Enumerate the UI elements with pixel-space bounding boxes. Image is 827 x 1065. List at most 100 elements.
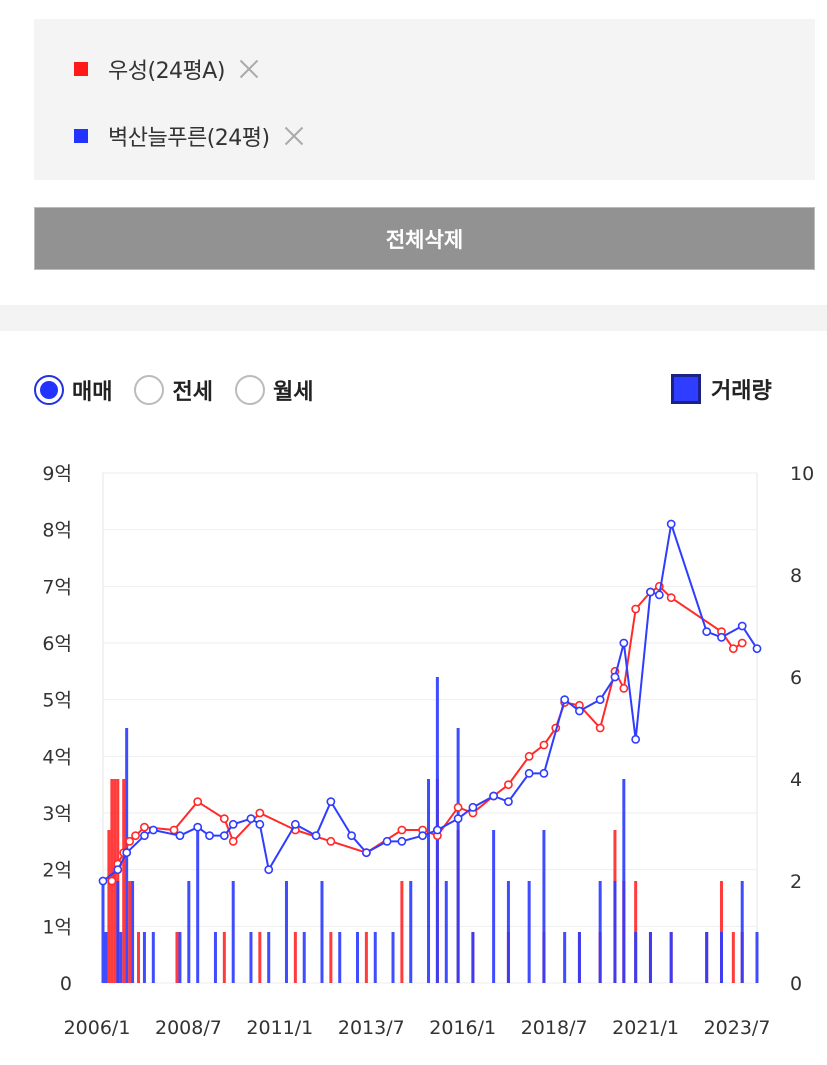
price-point [125, 836, 135, 846]
volume-bar [444, 881, 448, 983]
price-point [246, 814, 256, 824]
price-point [140, 831, 149, 841]
volume-bar [222, 932, 226, 983]
y-right-tick-label: 0 [790, 973, 802, 995]
compare-item-label: 벽산늘푸른(24평) [108, 126, 270, 151]
price-point [219, 814, 229, 824]
price-point [610, 672, 620, 682]
price-point [397, 825, 407, 835]
volume-bar [119, 932, 123, 983]
price-point [631, 734, 641, 744]
radio-selected-icon [34, 375, 64, 405]
radio-jeonse[interactable]: 전세 [134, 374, 213, 406]
radio-empty-icon [234, 375, 265, 405]
price-point [228, 819, 238, 829]
radio-label: 전세 [172, 380, 213, 405]
volume-bar [151, 932, 155, 983]
price-point [737, 638, 747, 648]
volume-bar [196, 830, 200, 983]
close-icon[interactable] [280, 122, 308, 150]
price-point [575, 706, 584, 716]
volume-bar [131, 881, 135, 983]
volume-toggle[interactable]: 거래량 [671, 373, 772, 405]
y-right-tick-label: 10 [790, 463, 814, 485]
volume-bar [740, 881, 744, 983]
radio-sale[interactable]: 매매 [34, 374, 112, 406]
price-point [489, 791, 499, 801]
compare-item-label: 우성(24평A) [108, 59, 225, 84]
volume-bar [249, 932, 253, 983]
volume-bar [613, 881, 617, 983]
volume-bar [648, 932, 652, 983]
price-point [619, 638, 629, 648]
volume-bar [178, 932, 182, 983]
price-point [113, 865, 123, 875]
x-tick-label: 2016/1 [429, 1017, 496, 1039]
volume-bar [293, 932, 297, 983]
volume-bar [506, 881, 510, 983]
volume-bar [400, 881, 404, 983]
volume-bar [598, 881, 602, 983]
radio-monthly-rent[interactable]: 월세 [234, 374, 313, 406]
price-point [361, 848, 371, 858]
price-point [255, 819, 265, 829]
price-lines [98, 519, 762, 886]
price-point [347, 831, 356, 841]
volume-bar [634, 932, 638, 983]
price-volume-chart: 0 1억 2억 3억 4억 5억 6억 7억 8억 9억 0 2 4 6 8 10 2006/1 2008/7 20… [42, 463, 814, 1039]
volume-bar [471, 932, 475, 983]
price-point [228, 836, 238, 846]
volume-bar [104, 932, 108, 983]
y-right-tick-label: 6 [790, 667, 802, 689]
compare-item-byeoksan: 벽산늘푸른(24평) [74, 119, 308, 153]
close-icon[interactable] [235, 55, 263, 83]
price-point [524, 751, 534, 761]
volume-bar [373, 932, 377, 983]
price-point [326, 797, 336, 807]
volume-bar [731, 932, 735, 983]
y-left-tick-label: 4억 [42, 746, 72, 768]
volume-bar [355, 932, 359, 983]
volume-bar [622, 779, 626, 983]
y-left-tick-label: 0 [60, 973, 72, 995]
delete-all-button[interactable]: 전체삭제 [34, 207, 815, 270]
y-left-tick-label: 9억 [42, 463, 72, 485]
volume-bar [338, 932, 342, 983]
y-right-tick-label: 4 [790, 769, 802, 791]
volume-bar [320, 881, 324, 983]
y-left-tick-label: 6억 [42, 633, 72, 655]
x-tick-label: 2011/1 [246, 1017, 313, 1039]
x-tick-label: 2008/7 [155, 1017, 222, 1039]
price-point [418, 831, 428, 841]
volume-bar [284, 881, 288, 983]
price-point [140, 822, 149, 832]
volume-bar [391, 932, 395, 983]
checkbox-checked-icon [671, 374, 701, 404]
price-point [702, 627, 712, 637]
price-point [193, 797, 203, 807]
x-tick-label: 2023/7 [704, 1017, 771, 1039]
price-point [98, 876, 108, 886]
price-point [193, 822, 203, 832]
price-point [397, 836, 407, 846]
volume-bar [137, 932, 141, 983]
chart-axes: 0 1억 2억 3억 4억 5억 6억 7억 8억 9억 0 2 4 6 8 10 2006/1 2008/7 20… [42, 463, 814, 1039]
price-point [752, 644, 762, 654]
volume-bar [231, 881, 235, 983]
volume-bar [175, 932, 179, 983]
volume-bar [364, 932, 368, 983]
price-point [382, 836, 392, 846]
compare-list: 우성(24평A) 벽산늘푸른(24평) [34, 19, 815, 180]
volume-bar [563, 932, 567, 983]
y-right-tick-label: 8 [790, 565, 802, 587]
volume-bar [302, 932, 306, 983]
volume-bar [128, 881, 132, 983]
x-tick-label: 2018/7 [521, 1017, 588, 1039]
price-point [717, 632, 726, 642]
volume-bar [107, 830, 111, 983]
y-left-tick-label: 5억 [42, 690, 72, 712]
series-color-swatch [74, 62, 88, 76]
volume-bar [577, 932, 581, 983]
y-right-tick-label: 2 [790, 871, 802, 893]
price-point [326, 836, 336, 846]
